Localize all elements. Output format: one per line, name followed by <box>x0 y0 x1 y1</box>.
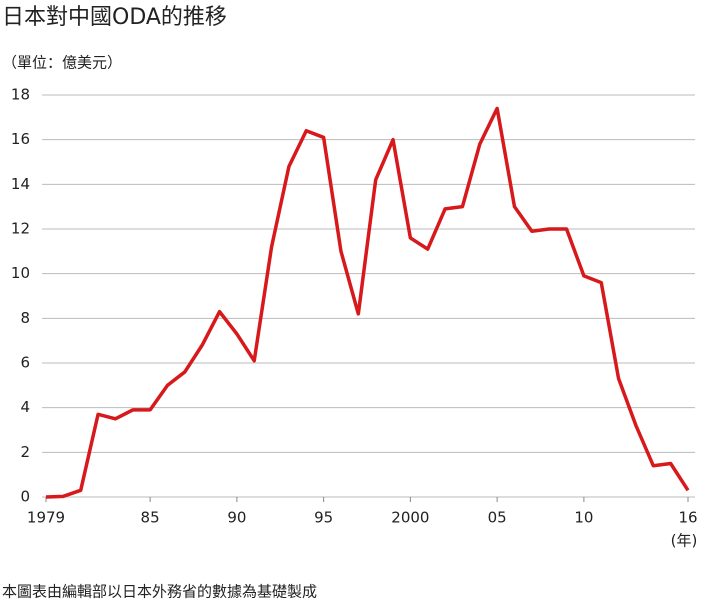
y-unit: （單位：億美元） <box>2 54 122 72</box>
y-tick-label: 4 <box>20 398 30 416</box>
x-tick-label: 05 <box>488 509 507 527</box>
y-tick-label: 10 <box>11 264 30 282</box>
x-unit: (年) <box>671 532 698 550</box>
y-tick-label: 2 <box>20 443 30 461</box>
x-tick-label: 1979 <box>27 509 65 527</box>
y-tick-label: 0 <box>20 488 30 506</box>
y-tick-label: 18 <box>11 86 30 104</box>
data-line <box>45 106 690 499</box>
source-note: 本圖表由編輯部以日本外務省的數據為基礎製成 <box>2 583 317 601</box>
x-tick-label: 95 <box>314 509 333 527</box>
y-tick-label: 12 <box>11 220 30 238</box>
x-tick-label: 2000 <box>391 509 429 527</box>
y-tick-label: 16 <box>11 130 30 148</box>
x-tick-label: 90 <box>227 509 246 527</box>
y-tick-label: 14 <box>11 175 30 193</box>
x-tick-label: 16 <box>678 509 697 527</box>
chart-title: 日本對中國ODA的推移 <box>2 5 227 30</box>
x-tick-label: 85 <box>141 509 160 527</box>
y-tick-label: 8 <box>20 309 30 327</box>
y-tick-label: 6 <box>20 354 30 372</box>
x-tick-label: 10 <box>574 509 593 527</box>
